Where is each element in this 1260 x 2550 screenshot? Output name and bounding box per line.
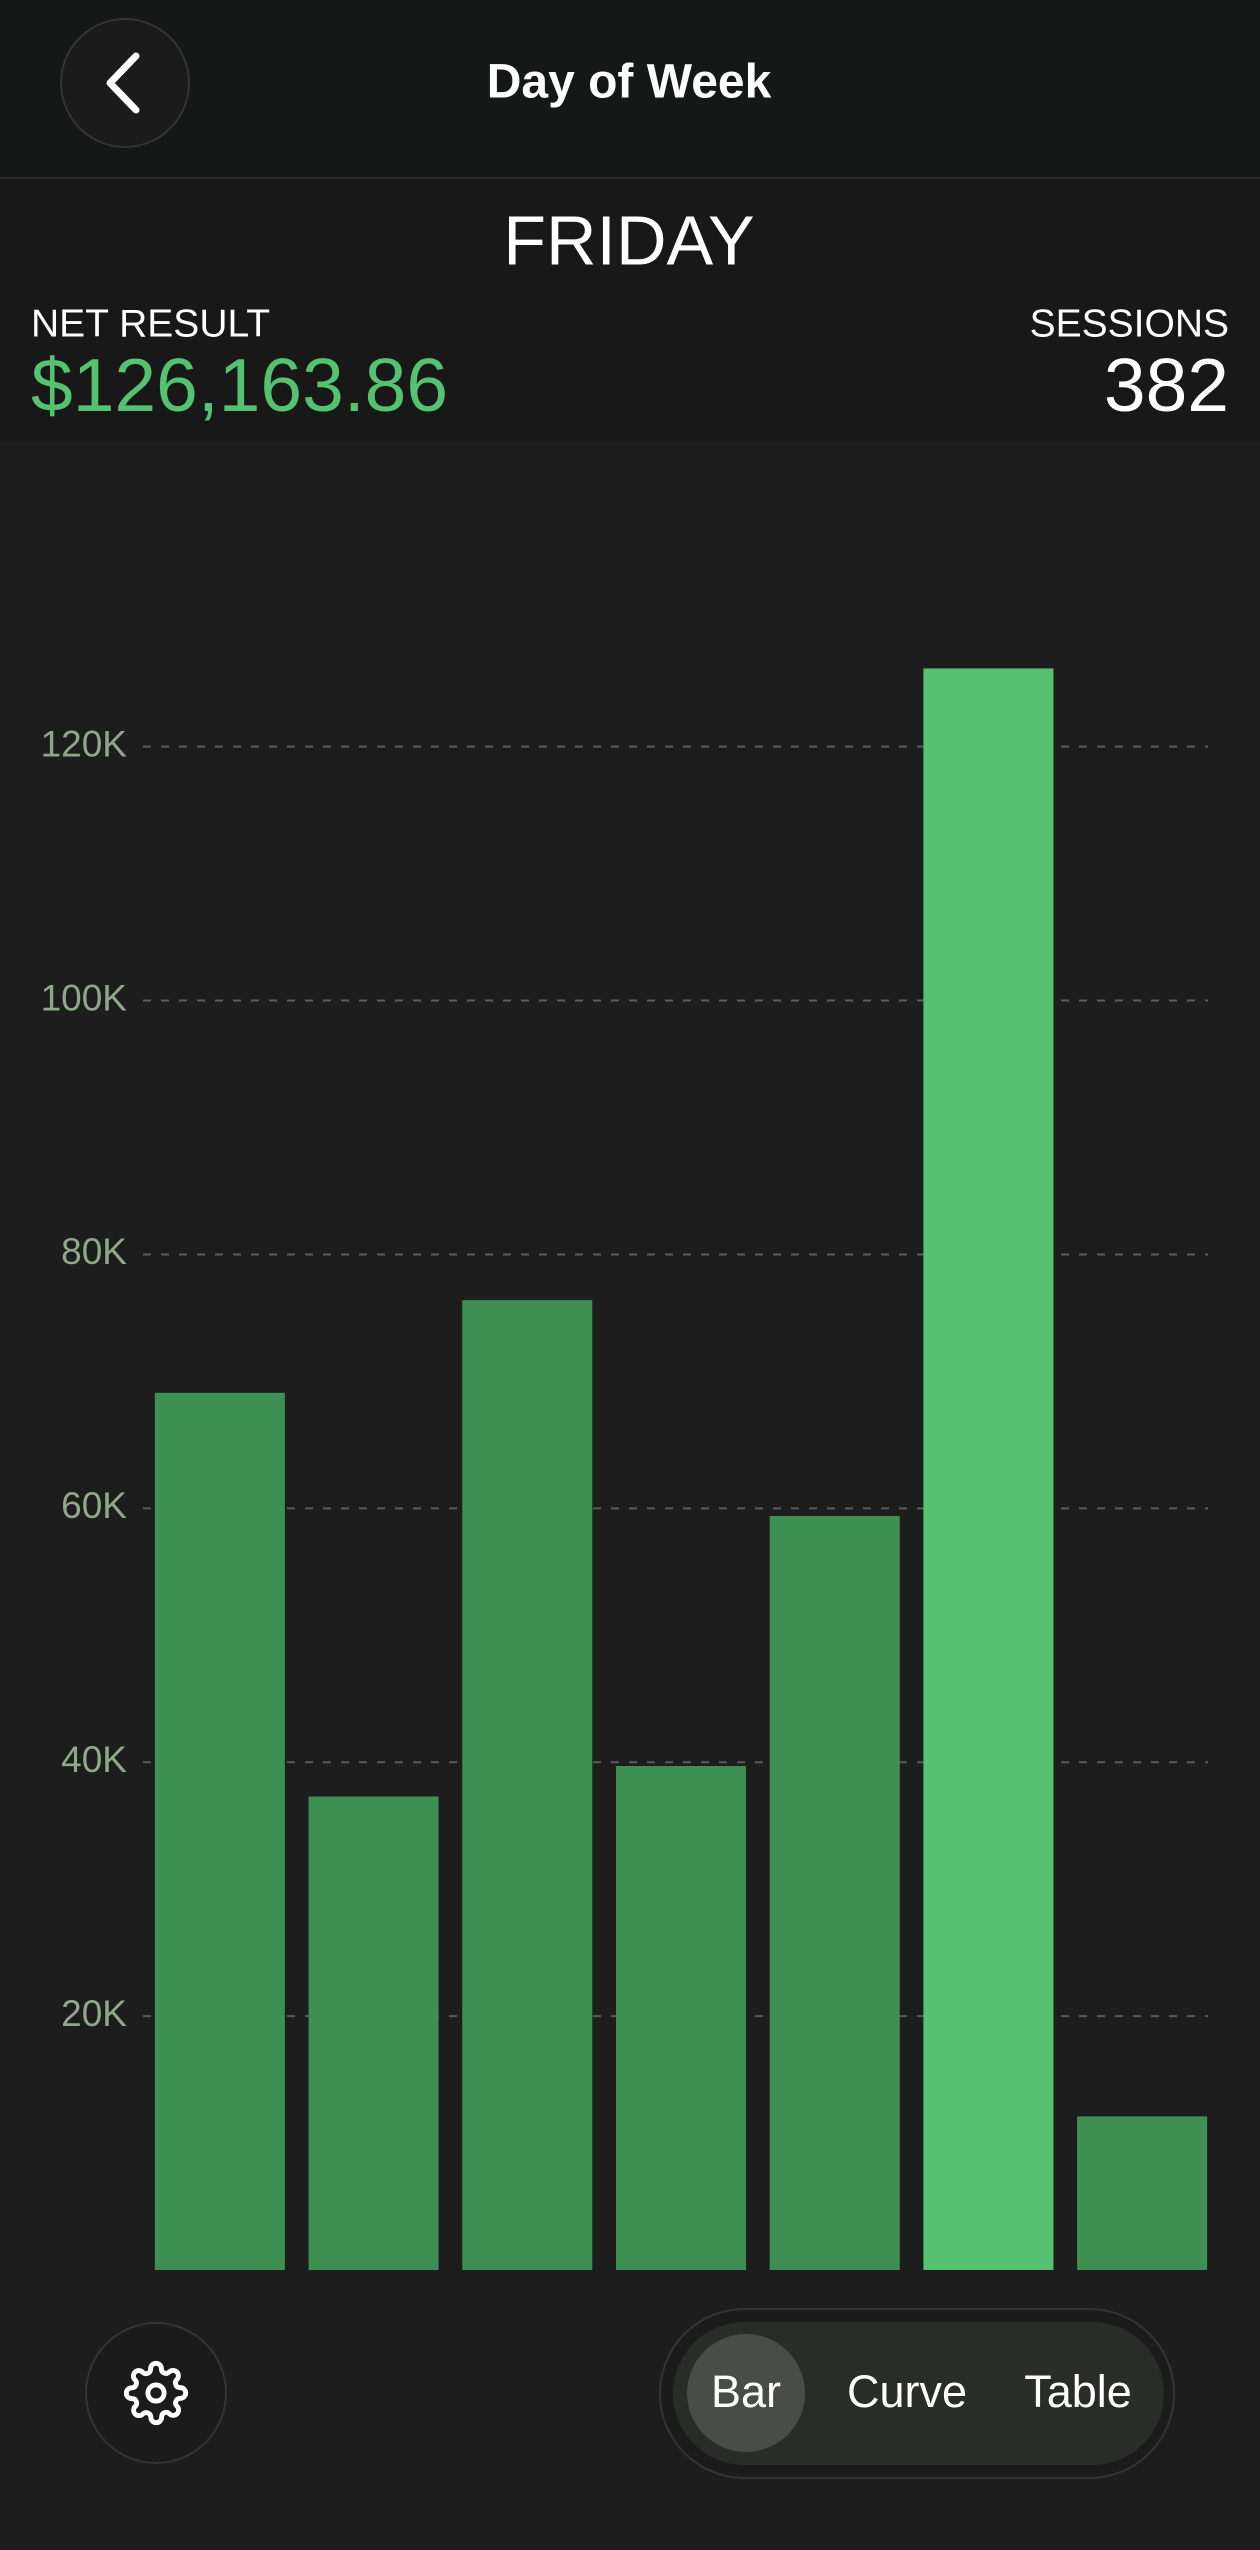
net-result-value: $126,163.86: [31, 343, 448, 427]
switcher-track: [673, 2322, 1164, 2465]
view-option[interactable]: Curve: [847, 2366, 967, 2417]
bar: [923, 668, 1054, 2270]
bar: [769, 1515, 900, 2270]
page-title: Day of Week: [487, 56, 772, 109]
view-option[interactable]: Table: [1024, 2366, 1132, 2417]
gear-icon[interactable]: [123, 2360, 189, 2426]
bar: [154, 1392, 285, 2270]
back-arrow[interactable]: [106, 52, 140, 114]
settings-button[interactable]: [85, 2322, 227, 2464]
back-button-circle[interactable]: [60, 18, 190, 148]
bar: [308, 1796, 439, 2270]
y-tick-label: 120K: [41, 723, 128, 764]
sessions-value: 382: [1104, 343, 1229, 427]
bar: [462, 1300, 593, 2270]
bar: [1077, 2116, 1208, 2270]
view-switcher: Bar Curve Table: [659, 2308, 1175, 2479]
bar: [615, 1766, 747, 2270]
y-tick-label: 100K: [41, 977, 128, 1018]
selected-indicator: [687, 2334, 805, 2452]
view-option[interactable]: Bar: [711, 2366, 781, 2417]
day-name: FRIDAY: [503, 201, 755, 279]
sessions-label: SESSIONS: [1030, 302, 1229, 345]
y-tick-label: 40K: [61, 1739, 127, 1780]
summary-panel: [0, 179, 1260, 441]
y-tick-label: 60K: [61, 1485, 127, 1526]
settings-circle[interactable]: [85, 2322, 227, 2464]
net-result-label: NET RESULT: [31, 302, 270, 345]
nav-bar: [0, 0, 1260, 178]
y-tick-label: 20K: [61, 1993, 127, 2034]
back-button[interactable]: [60, 18, 190, 148]
y-tick-label: 80K: [61, 1231, 127, 1272]
chart: 20K 40K 60K 80K 100K 120K: [41, 668, 1208, 2270]
